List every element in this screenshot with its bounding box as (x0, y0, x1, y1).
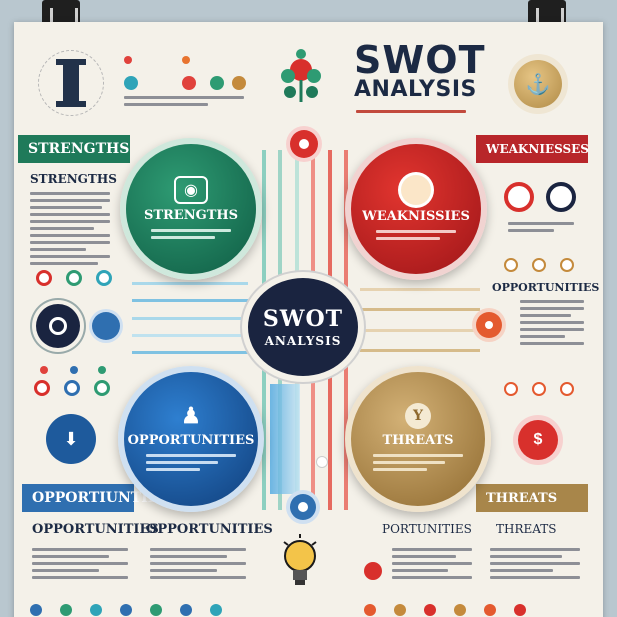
top-legend (120, 52, 250, 112)
legend-dot-4 (232, 76, 246, 90)
bottom-red-dot (364, 562, 382, 580)
bottom-icon-row-left (30, 604, 260, 616)
legend-text (124, 96, 244, 110)
right-dot-5 (532, 382, 546, 396)
connector-lower-blue (270, 384, 300, 494)
weaknesses-circle-label: WEAKNISSIES (362, 208, 470, 224)
strengths-banner: STRENGTHS (18, 135, 130, 163)
lightbulb-icon (401, 174, 431, 205)
legend-dot-5 (124, 56, 132, 64)
opportunities-circle-text (146, 454, 236, 475)
left-dot-1 (36, 270, 52, 286)
bottom-heading-3: PORTUNITIES (382, 522, 472, 536)
threats-circle-label: THREATS (382, 433, 454, 448)
opportunities-circle-label: OPPORTUNITIES (127, 433, 255, 448)
threats-circle-text (373, 454, 463, 475)
bottom-text-4 (490, 548, 580, 583)
opportunities-circle: ♟ OPPORTUNITIES (118, 366, 264, 512)
right-dot-4 (504, 382, 518, 396)
strengths-text (30, 192, 110, 269)
dollar-icon: $ (518, 420, 558, 460)
left-dot-3 (96, 270, 112, 286)
strengths-circle-label: STRENGTHS (143, 207, 239, 223)
legend-dot-3 (210, 76, 224, 90)
weaknesses-circle: WEAKNISSIES (345, 138, 487, 280)
target-icon (36, 304, 80, 348)
bottom-text-2 (150, 548, 246, 583)
opportunities-side-heading: OPPORTUNITIES (492, 281, 600, 294)
center-title: SWOT (262, 306, 344, 332)
bottom-text-3 (392, 548, 472, 583)
camera-icon: ◉ (174, 175, 208, 204)
center-swot-circle: SWOT ANALYSIS (242, 272, 364, 382)
top-connector-node (290, 130, 318, 158)
right-dot-2 (532, 258, 546, 272)
anchor-coin-icon: ⚓ (514, 60, 562, 108)
chalice-icon: Y (405, 403, 431, 429)
bottom-heading-2: OPPORTUNITIES (146, 522, 273, 537)
right-ring-2 (546, 182, 576, 212)
threats-banner: THREATS (476, 484, 588, 512)
left-dot-5 (70, 366, 78, 374)
center-subtitle: ANALYSIS (264, 334, 342, 348)
left-dollar-badge: ⬇ (46, 414, 96, 464)
left-dot-8 (64, 380, 80, 396)
left-blue-badge (92, 312, 120, 340)
right-dot-6 (560, 382, 574, 396)
poster-title: SWOT (354, 38, 486, 82)
bottom-connector-node (290, 494, 316, 520)
rose-icon (268, 44, 334, 110)
right-orange-badge (476, 312, 502, 338)
opportunities-banner: OPPORTIUNTIES (22, 484, 169, 512)
strengths-circle-text (151, 228, 231, 243)
bottom-lightbulb-icon (280, 532, 320, 598)
bottom-icon-row-right (364, 604, 584, 616)
left-dot-2 (66, 270, 82, 286)
left-dot-9 (94, 380, 110, 396)
legend-dot-1 (124, 76, 138, 90)
pillar-icon (38, 50, 104, 116)
right-ring-1 (504, 182, 534, 212)
left-dot-7 (34, 380, 50, 396)
strengths-circle: ◉ STRENGTHS (120, 138, 262, 280)
left-dot-6 (98, 366, 106, 374)
mid-connector-node (316, 456, 328, 468)
bottom-heading-4: THREATS (496, 522, 557, 536)
right-dot-1 (504, 258, 518, 272)
right-dot-3 (560, 258, 574, 272)
legend-dot-2 (182, 76, 196, 90)
left-dot-4 (40, 366, 48, 374)
person-icon: ♟ (181, 403, 201, 429)
opportunities-side-text (520, 300, 584, 349)
connector-horizontal-left (132, 282, 248, 354)
strengths-heading: STRENGTHS (30, 172, 117, 186)
legend-dot-6 (182, 56, 190, 64)
right-caption (508, 222, 574, 236)
bottom-text-1 (32, 548, 128, 583)
title-caption (356, 110, 466, 117)
connector-horizontal-right (360, 288, 480, 352)
bottom-heading-1: OPPORTUNITIES (32, 522, 159, 537)
threats-circle: Y THREATS (345, 366, 491, 512)
weaknesses-banner: WEAKNIESSES (476, 135, 589, 163)
weaknesses-circle-text (376, 229, 456, 244)
poster-subtitle: ANALYSIS (354, 77, 477, 102)
